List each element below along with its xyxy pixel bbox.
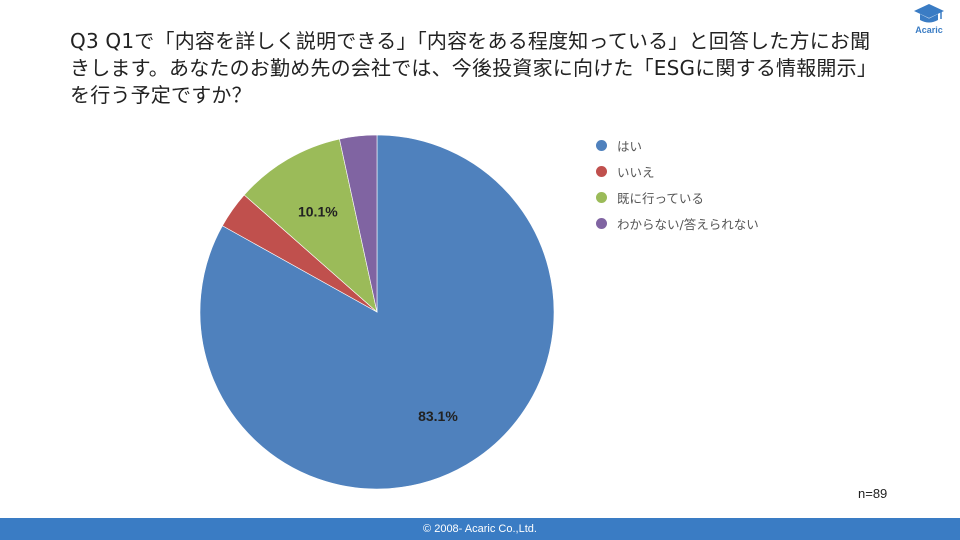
data-label-yes: 83.1% (418, 408, 458, 424)
legend-label: はい (617, 138, 643, 154)
footer-bar: © 2008- Acaric Co.,Ltd. (0, 518, 960, 540)
legend-label: わからない/答えられない (617, 216, 759, 232)
legend-marker (596, 217, 607, 229)
copyright-text: © 2008- Acaric Co.,Ltd. (423, 523, 537, 535)
legend-item-already-doing: 既に行っている (596, 184, 759, 210)
pie-slice-yes (199, 134, 555, 490)
graduation-cap-icon (914, 4, 944, 23)
legend-item-yes: はい (596, 132, 759, 158)
legend-marker (596, 191, 607, 203)
legend-label: 既に行っている (617, 190, 704, 206)
legend-marker (596, 165, 607, 177)
question-title: Q3 Q1で「内容を詳しく説明できる」「内容をある程度知っている」と回答した方に… (70, 29, 878, 107)
legend-marker (596, 139, 607, 151)
brand-logo: Acaric (902, 0, 956, 40)
sample-size: n=89 (858, 486, 888, 501)
legend-item-unknown: わからない/答えられない (596, 210, 759, 236)
pie-slice-unknown (339, 134, 378, 313)
legend-label: いいえ (617, 164, 655, 180)
data-label-already-doing: 10.1% (298, 203, 338, 219)
legend-item-no: いいえ (596, 158, 759, 184)
brand-logo-text: Acaric (915, 25, 943, 35)
pie-slice-already-doing (243, 138, 378, 313)
chart-legend: はいいいえ既に行っているわからない/答えられない (596, 132, 759, 236)
